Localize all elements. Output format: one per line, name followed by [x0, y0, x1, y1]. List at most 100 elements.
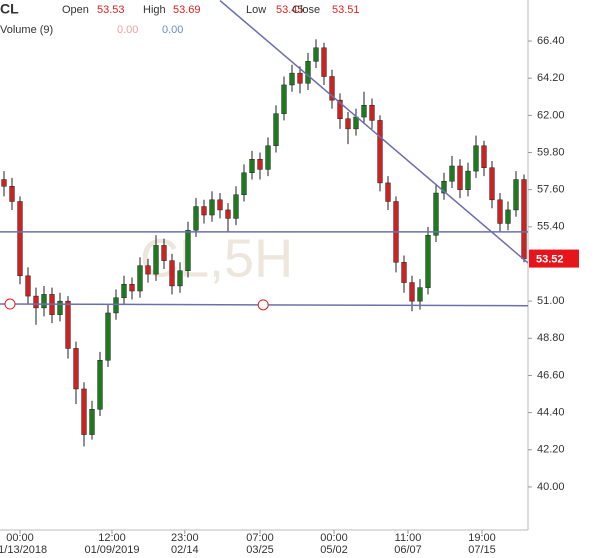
candle-body	[249, 159, 255, 174]
y-tick-label: 44.40	[537, 407, 565, 419]
trend-handle	[257, 299, 269, 311]
candle-body	[305, 61, 311, 84]
candle-body	[1, 179, 7, 187]
x-tick-label: 12:00	[98, 532, 126, 544]
last-price-box	[529, 249, 579, 268]
candle-body	[497, 199, 503, 224]
candle-body	[97, 360, 103, 410]
candle-body	[33, 295, 39, 309]
x-tick-label: 19:00	[468, 532, 496, 544]
candle-body	[489, 167, 495, 201]
candle-body	[17, 201, 23, 277]
candle-body	[513, 179, 519, 211]
candle-body	[121, 284, 127, 299]
candle-body	[425, 235, 431, 288]
candle-body	[289, 72, 295, 86]
y-tick-label: 40.00	[537, 481, 565, 493]
candle-body	[481, 145, 487, 168]
candle-body	[345, 118, 351, 130]
candle-body	[233, 194, 239, 219]
y-tick-label: 66.40	[537, 35, 565, 47]
low-value: 53.45	[276, 4, 304, 16]
candle-body	[169, 260, 175, 287]
candle-body	[217, 199, 223, 211]
open-label: Open	[62, 4, 89, 16]
y-tick-label: 62.00	[537, 109, 565, 121]
candle-body	[505, 209, 511, 224]
y-tick-label: 51.00	[537, 295, 565, 307]
candle-body	[193, 206, 199, 231]
candle-body	[273, 113, 279, 147]
candle-body	[201, 206, 207, 216]
x-tick-date: 05/02	[320, 544, 348, 556]
y-tick-label: 46.60	[537, 369, 565, 381]
candle-body	[281, 84, 287, 114]
open-value: 53.53	[97, 4, 125, 16]
candle-body	[25, 275, 31, 297]
x-tick-date: 07/15	[468, 544, 496, 556]
x-tick-date: 01/09/2019	[84, 544, 139, 556]
candle-body	[9, 186, 15, 202]
close-value: 53.51	[332, 4, 360, 16]
last-price-label: 53.52	[536, 253, 564, 265]
candle-body	[329, 76, 335, 101]
x-tick-date: 11/13/2018	[0, 544, 47, 556]
candle-body	[65, 300, 71, 349]
candle-body	[113, 297, 119, 314]
high-value: 53.69	[173, 4, 201, 16]
candle-body	[385, 182, 391, 202]
candle-body	[417, 287, 423, 302]
candle-body	[145, 265, 151, 275]
candle-body	[457, 165, 463, 190]
y-tick-label: 64.20	[537, 72, 565, 84]
candle-body	[73, 348, 79, 390]
candle-body	[241, 172, 247, 195]
candle-body	[409, 282, 415, 302]
candle-body	[465, 170, 471, 190]
y-tick-label: 48.80	[537, 332, 565, 344]
candle-body	[265, 145, 271, 170]
y-tick-label: 55.40	[537, 221, 565, 233]
candle-body	[185, 229, 191, 271]
candle-body	[257, 159, 263, 170]
x-tick-label: 07:00	[246, 532, 274, 544]
candle-body	[401, 262, 407, 283]
y-tick-label: 59.80	[537, 146, 565, 158]
x-tick-label: 11:00	[395, 532, 422, 544]
low-label: Low	[246, 4, 266, 16]
candle-body	[521, 179, 527, 260]
candle-body	[137, 265, 143, 292]
candle-body	[41, 294, 47, 309]
candle-body	[321, 47, 327, 77]
candle-body	[337, 99, 343, 119]
symbol: CL	[0, 1, 19, 17]
x-tick-date: 02/14	[171, 544, 199, 556]
candle-body	[153, 245, 159, 275]
candle-body	[377, 120, 383, 184]
candle-body	[89, 408, 95, 435]
candle-body	[225, 209, 231, 219]
x-tick-label: 00:00	[320, 532, 348, 544]
candle-body	[129, 284, 135, 292]
y-tick-label: 57.60	[537, 184, 565, 196]
candle-body	[81, 388, 87, 435]
candle-body	[441, 180, 447, 194]
candle-body	[313, 47, 319, 62]
close-label: Close	[292, 4, 320, 16]
candle-body	[105, 312, 111, 361]
x-tick-date: 06/07	[394, 544, 422, 556]
candle-body	[473, 145, 479, 172]
x-tick-label: 23:00	[171, 532, 199, 544]
candle-body	[361, 104, 367, 118]
candle-body	[369, 104, 375, 121]
volume-label: Volume (9)	[0, 24, 53, 36]
candle-body	[57, 300, 63, 315]
candle-body	[161, 245, 167, 261]
candle-body	[353, 116, 359, 130]
x-tick-label: 00:00	[6, 532, 34, 544]
y-tick-label: 42.20	[537, 444, 565, 456]
candle-body	[449, 165, 455, 182]
volume-value: 0.00	[162, 24, 183, 36]
x-tick-date: 03/25	[246, 544, 274, 556]
